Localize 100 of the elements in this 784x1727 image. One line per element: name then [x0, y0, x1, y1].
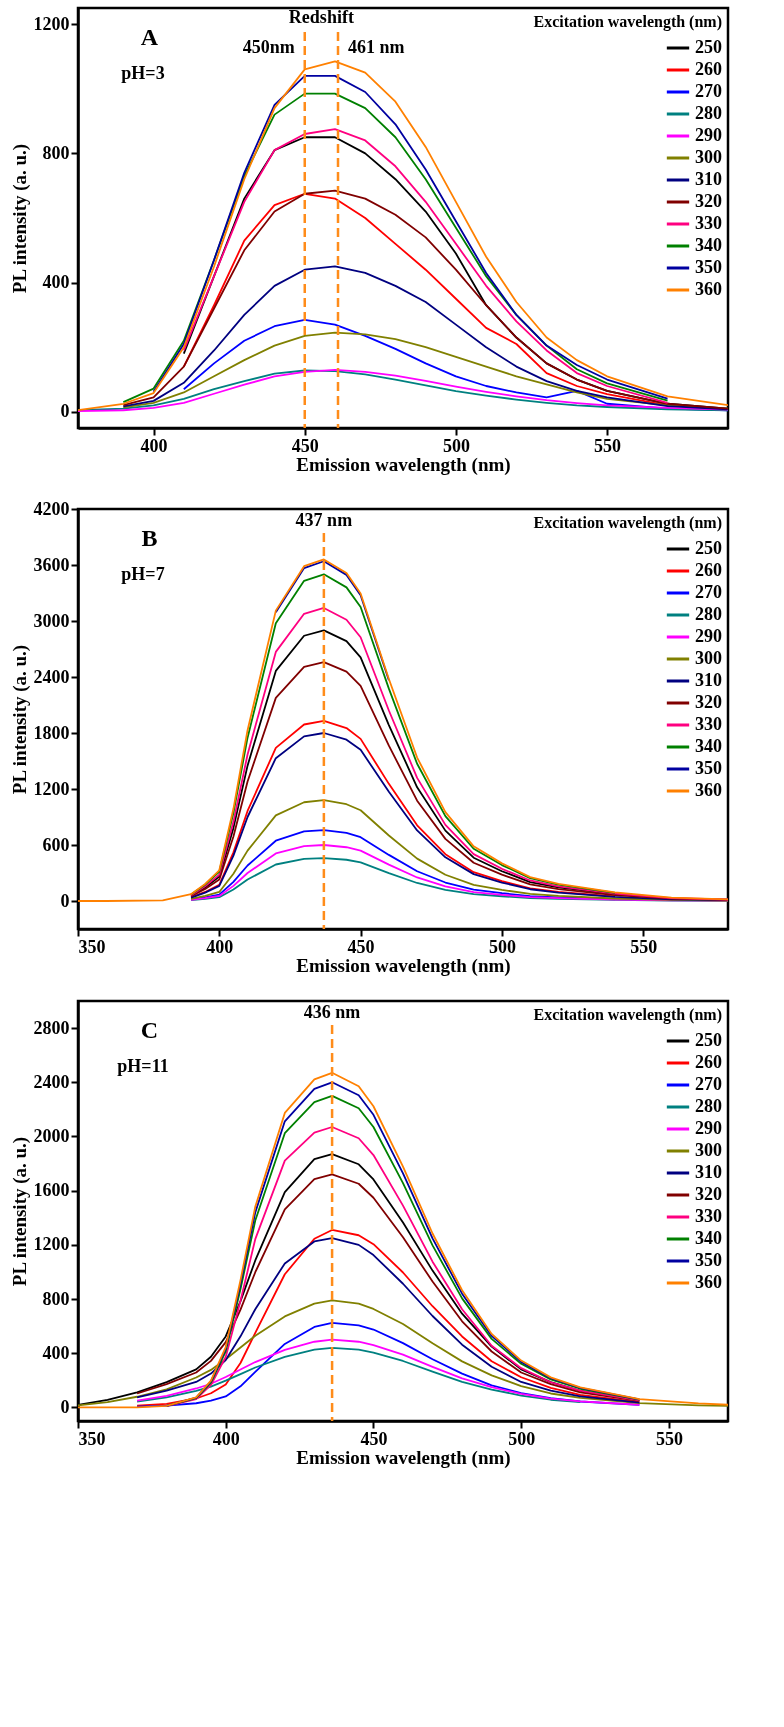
- legend-label: 270: [695, 1074, 722, 1094]
- legend-label: 260: [695, 59, 722, 79]
- annotation: B: [141, 525, 158, 551]
- ref-line-label: 437 nm: [295, 510, 353, 530]
- line-series: [136, 1338, 641, 1406]
- line-series: [78, 60, 728, 412]
- ref-line-label: 436 nm: [303, 1002, 361, 1022]
- y-tick-label: 0: [60, 1396, 70, 1417]
- legend-label: 300: [695, 147, 722, 167]
- legend-label: 320: [695, 1184, 722, 1204]
- annotation: A: [140, 24, 159, 50]
- legend-label: 290: [695, 125, 722, 145]
- legend-title: Excitation wavelength (nm): [533, 13, 722, 31]
- ref-line-label: 450nm: [242, 37, 295, 57]
- y-tick-label: 400: [42, 1342, 70, 1363]
- legend-label: 360: [695, 279, 722, 299]
- y-tick-label: 2400: [33, 666, 70, 687]
- line-series: [78, 1299, 728, 1407]
- ref-line-label: 461 nm: [348, 37, 405, 57]
- line-series: [190, 844, 728, 902]
- y-tick-label: 2800: [33, 1017, 70, 1038]
- legend-label: 280: [695, 1096, 722, 1116]
- y-tick-label: 1800: [33, 722, 70, 743]
- legend-label: 360: [695, 780, 722, 800]
- line-series: [136, 1346, 582, 1403]
- y-tick-label: 1200: [33, 1234, 70, 1255]
- legend-label: 290: [695, 1118, 722, 1138]
- x-axis-title: Emission wavelength (nm): [296, 1446, 511, 1469]
- x-tick-label: 350: [78, 1428, 106, 1449]
- legend-label: 260: [695, 560, 722, 580]
- legend-label: 310: [695, 1162, 722, 1182]
- y-axis-title: PL intensity (a. u.): [8, 143, 31, 294]
- legend-label: 340: [695, 736, 722, 756]
- annotation: pH=11: [117, 1056, 169, 1076]
- legend-label: 270: [695, 81, 722, 101]
- line-series: [78, 369, 728, 412]
- legend-label: 350: [695, 758, 722, 778]
- line-series: [78, 558, 728, 902]
- x-tick-label: 450: [291, 435, 319, 456]
- legend-label: 330: [695, 213, 722, 233]
- x-axis-title: Emission wavelength (nm): [296, 453, 511, 476]
- x-tick-label: 500: [488, 936, 516, 957]
- legend-label: 310: [695, 670, 722, 690]
- x-tick-label: 400: [140, 435, 168, 456]
- x-tick-label: 500: [442, 435, 470, 456]
- legend-title: Excitation wavelength (nm): [533, 1006, 722, 1024]
- x-tick-label: 350: [78, 936, 106, 957]
- x-tick-label: 550: [655, 1428, 683, 1449]
- y-tick-label: 2400: [33, 1071, 70, 1092]
- y-tick-label: 600: [42, 834, 70, 855]
- annotation: C: [140, 1017, 159, 1043]
- y-axis-title: PL intensity (a. u.): [8, 644, 31, 795]
- y-tick-label: 0: [60, 890, 70, 911]
- legend-label: 350: [695, 257, 722, 277]
- legend-label: 250: [695, 37, 722, 57]
- legend-label: 270: [695, 582, 722, 602]
- x-tick-label: 450: [347, 936, 375, 957]
- legend-label: 300: [695, 648, 722, 668]
- y-tick-label: 800: [42, 1288, 70, 1309]
- y-tick-label: 2000: [33, 1125, 70, 1146]
- x-tick-label: 450: [360, 1428, 388, 1449]
- x-tick-label: 400: [206, 936, 234, 957]
- y-tick-label: 400: [42, 272, 70, 293]
- legend-label: 330: [695, 714, 722, 734]
- annotation: pH=7: [121, 564, 165, 584]
- legend-label: 360: [695, 1272, 722, 1292]
- legend-label: 350: [695, 1250, 722, 1270]
- y-tick-label: 4200: [33, 498, 70, 519]
- x-tick-label: 550: [594, 435, 622, 456]
- legend-label: 320: [695, 191, 722, 211]
- y-axis-title: PL intensity (a. u.): [8, 1136, 31, 1287]
- x-axis-title: Emission wavelength (nm): [296, 954, 511, 977]
- annotation: Redshift: [288, 7, 354, 27]
- legend-label: 320: [695, 692, 722, 712]
- x-tick-label: 550: [630, 936, 658, 957]
- legend-label: 300: [695, 1140, 722, 1160]
- legend-label: 290: [695, 626, 722, 646]
- legend-label: 250: [695, 1030, 722, 1050]
- legend-label: 280: [695, 604, 722, 624]
- y-tick-label: 1200: [33, 778, 70, 799]
- y-tick-label: 800: [42, 142, 70, 163]
- legend-label: 250: [695, 538, 722, 558]
- y-tick-label: 1600: [33, 1180, 70, 1201]
- line-series: [190, 573, 616, 896]
- legend-label: 340: [695, 235, 722, 255]
- legend-label: 340: [695, 1228, 722, 1248]
- y-tick-label: 1200: [33, 13, 70, 34]
- y-tick-label: 3600: [33, 554, 70, 575]
- x-tick-label: 500: [508, 1428, 536, 1449]
- x-tick-label: 400: [212, 1428, 240, 1449]
- legend-label: 260: [695, 1052, 722, 1072]
- legend-label: 330: [695, 1206, 722, 1226]
- legend-label: 280: [695, 103, 722, 123]
- y-tick-label: 3000: [33, 610, 70, 631]
- y-tick-label: 0: [60, 401, 70, 422]
- annotation: pH=3: [121, 63, 165, 83]
- line-series: [136, 1173, 641, 1402]
- line-series: [274, 560, 390, 682]
- legend-label: 310: [695, 169, 722, 189]
- legend-title: Excitation wavelength (nm): [533, 514, 722, 532]
